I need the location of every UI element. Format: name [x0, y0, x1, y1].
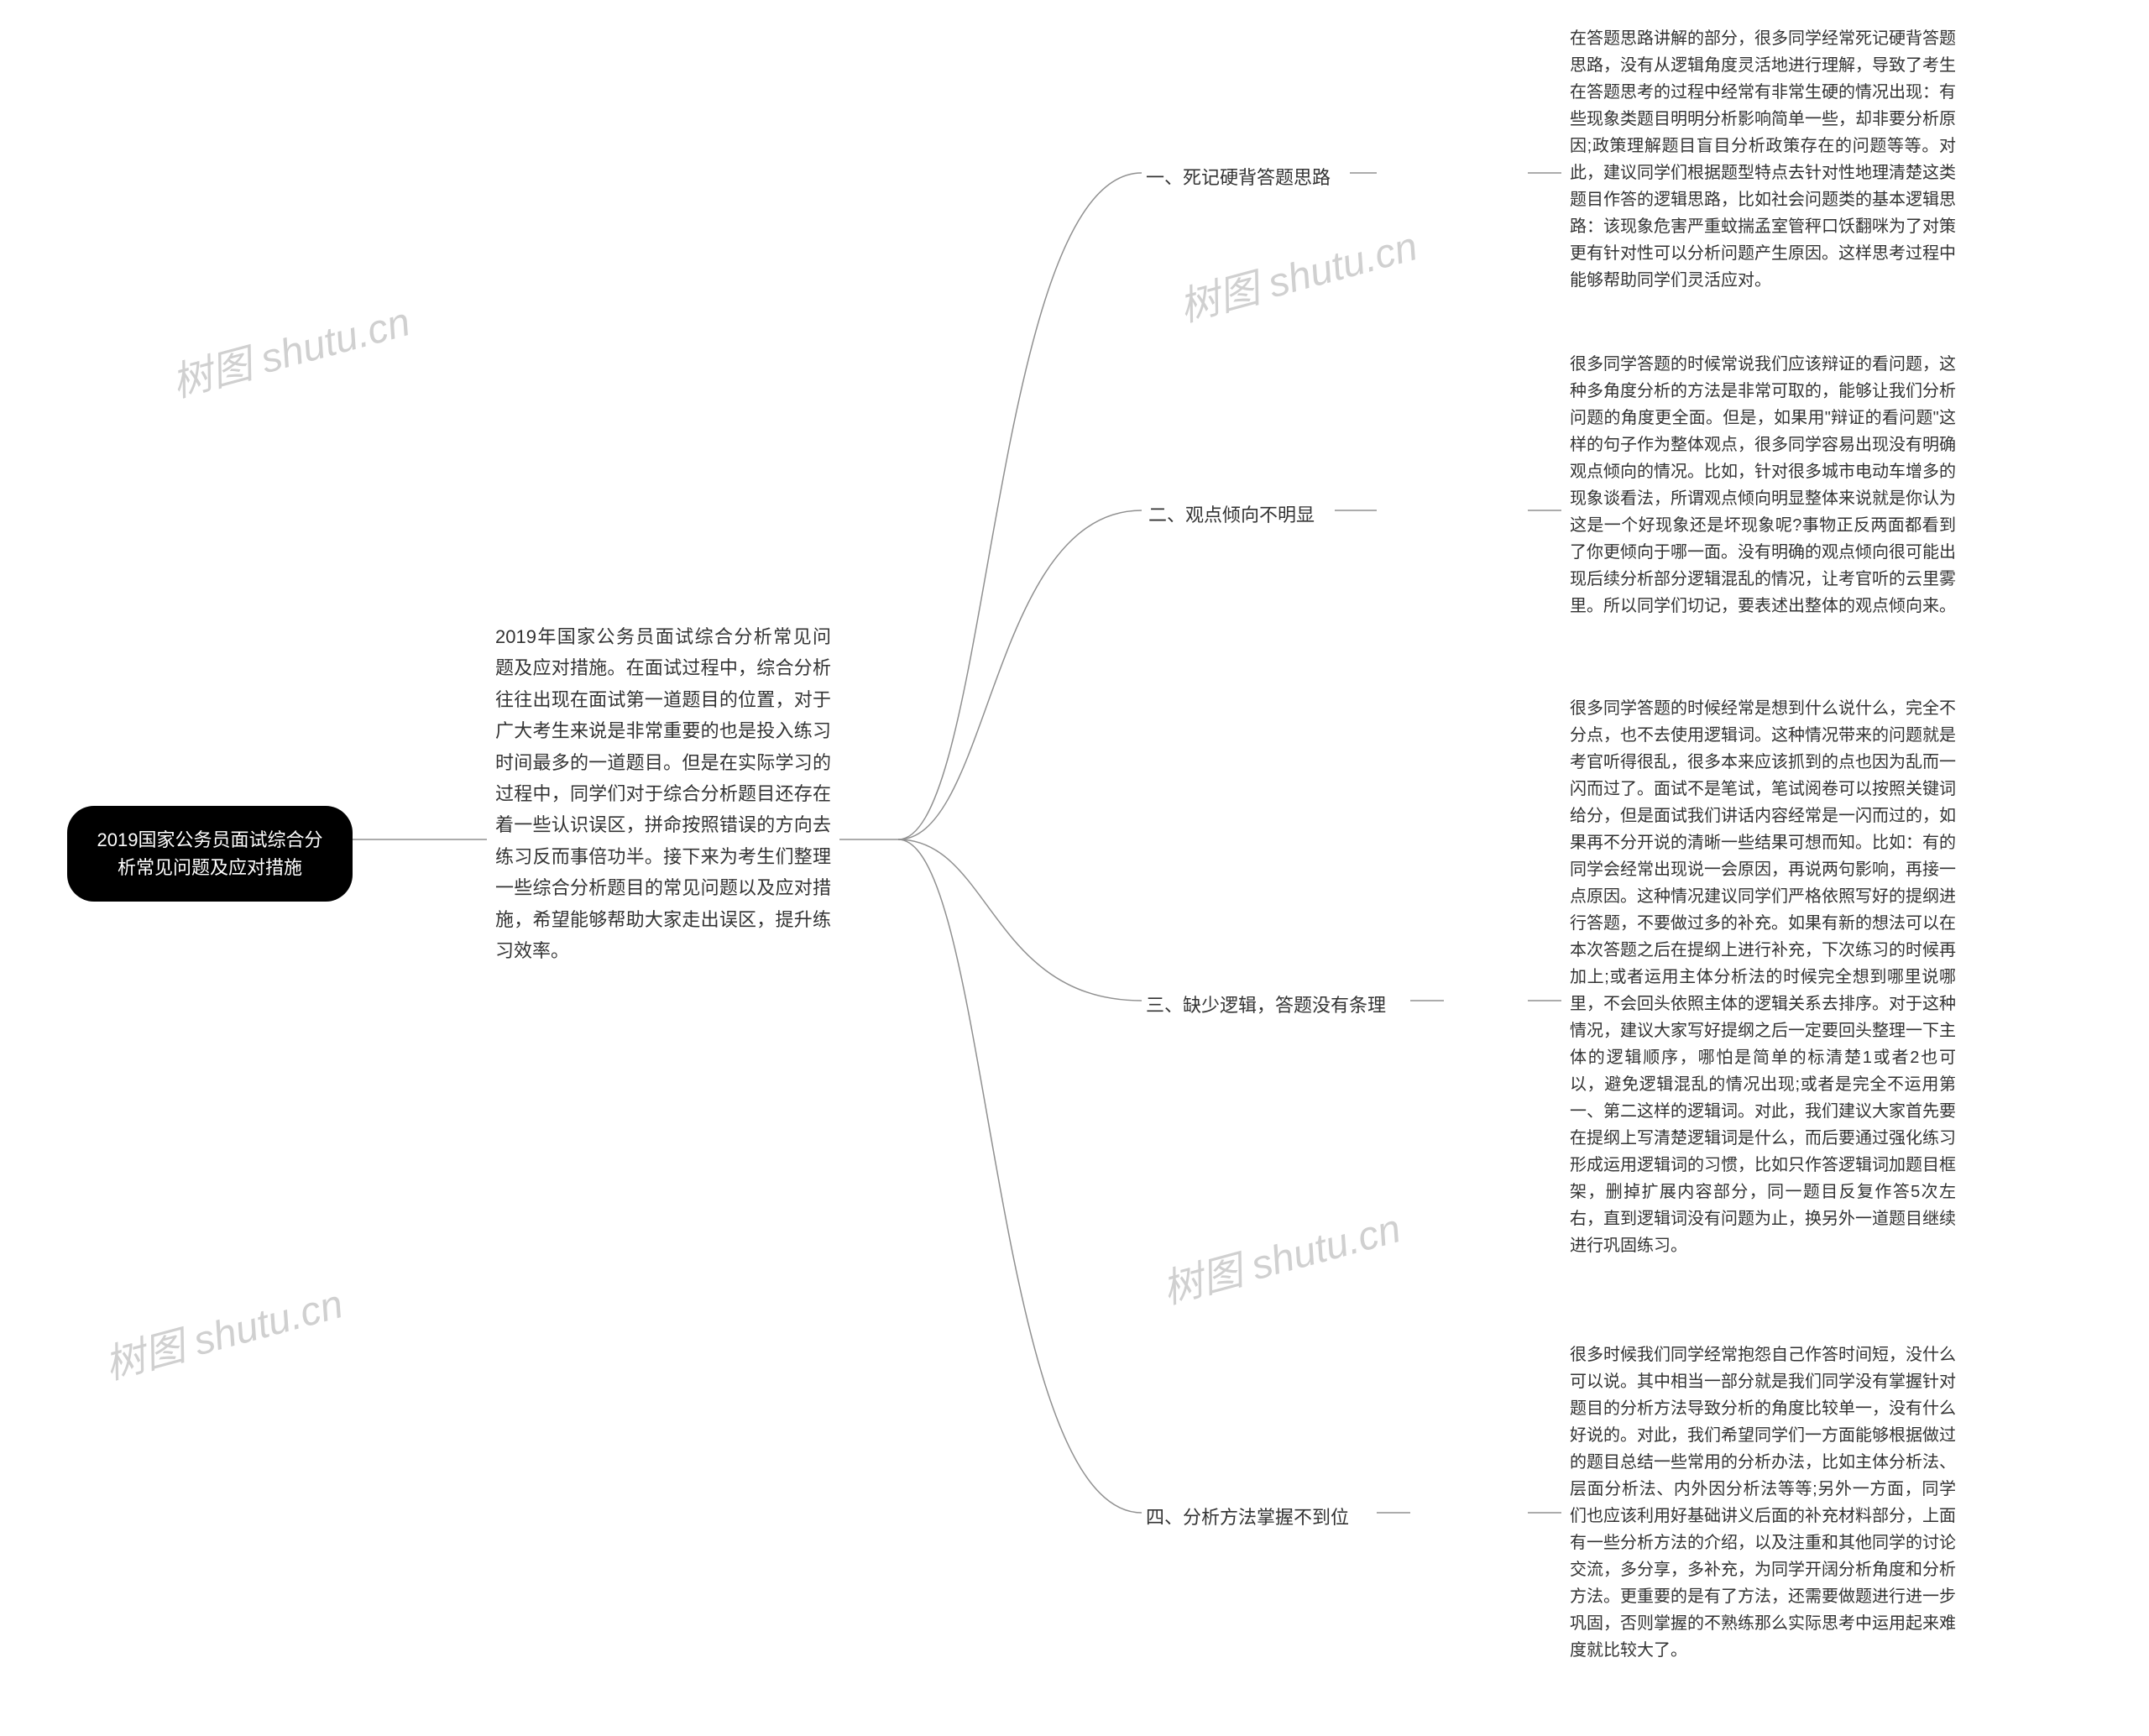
- watermark: 树图 shutu.cn: [165, 289, 416, 409]
- branch-1-detail: 在答题思路讲解的部分，很多同学经常死记硬背答题思路，没有从逻辑角度灵活地进行理解…: [1570, 25, 1956, 294]
- watermark: 树图 shutu.cn: [97, 1271, 348, 1391]
- branch-3-label: 三、缺少逻辑，答题没有条理: [1146, 991, 1386, 1017]
- branch-2-detail: 很多同学答题的时候常说我们应该辩证的看问题，这种多角度分析的方法是非常可取的，能…: [1570, 351, 1956, 620]
- branch-3-detail: 很多同学答题的时候经常是想到什么说什么，完全不分点，也不去使用逻辑词。这种情况带…: [1570, 695, 1956, 1259]
- branch-2-label: 二、观点倾向不明显: [1148, 500, 1315, 527]
- branch-1-label: 一、死记硬背答题思路: [1146, 163, 1331, 190]
- root-node: 2019国家公务员面试综合分析常见问题及应对措施: [67, 806, 353, 902]
- branch-4-detail: 很多时候我们同学经常抱怨自己作答时间短，没什么可以说。其中相当一部分就是我们同学…: [1570, 1341, 1956, 1664]
- intro-text: 2019年国家公务员面试综合分析常见问题及应对措施。在面试过程中，综合分析往往出…: [495, 621, 831, 966]
- watermark: 树图 shutu.cn: [1155, 1195, 1406, 1315]
- watermark: 树图 shutu.cn: [1172, 213, 1423, 333]
- branch-4-label: 四、分析方法掌握不到位: [1146, 1503, 1349, 1529]
